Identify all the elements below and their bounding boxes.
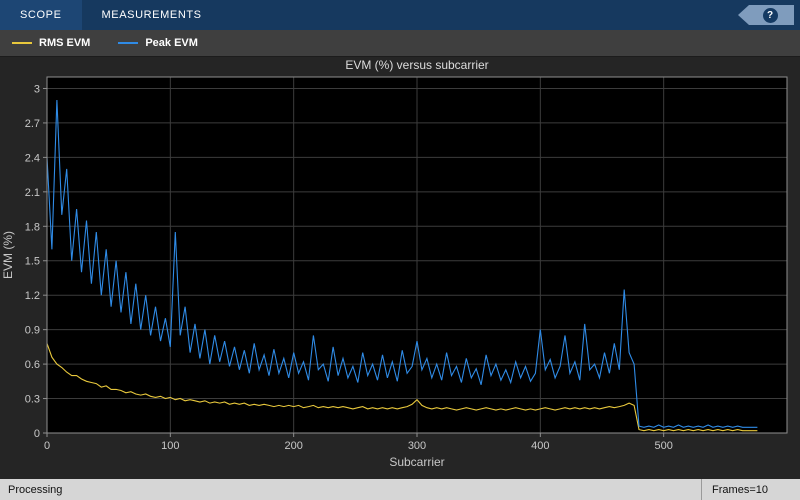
tab-measurements[interactable]: MEASUREMENTS [82,0,222,30]
y-axis-label: EVM (%) [1,231,15,279]
y-tick-label: 0 [34,428,40,440]
help-icon: ? [762,7,778,23]
legend: RMS EVM Peak EVM [0,30,800,57]
y-tick-label: 2.7 [25,118,40,130]
y-tick-label: 3 [34,83,40,95]
toolbar-spacer [222,0,738,30]
y-tick-label: 0.6 [25,359,40,371]
chart-svg[interactable]: 0 100 200 300 400 500 0 0.3 0.6 0.9 1.2 1.5 1.8 2.1 2.… [0,57,800,479]
plot-region: 0 100 200 300 400 500 0 0.3 0.6 0.9 1.2 1.5 1.8 2.1 2.… [0,57,800,479]
x-tick-label: 0 [44,440,50,452]
legend-item-label: Peak EVM [145,37,198,49]
x-tick-label: 400 [531,440,549,452]
x-axis-label: Subcarrier [389,455,444,469]
frames-counter: Frames=10 [701,479,768,500]
y-tick-label: 0.9 [25,325,40,337]
peak-evm-line-swatch [118,42,139,44]
status-text: Processing [8,484,63,496]
y-tick-label: 1.2 [25,290,40,302]
y-tick-label: 0.3 [25,394,40,406]
rms-evm-line [46,343,758,432]
y-tick-label: 1.8 [25,221,40,233]
toolbar: SCOPE MEASUREMENTS ? [0,0,800,30]
x-tick-label: 300 [408,440,426,452]
legend-item-rms-evm[interactable]: RMS EVM [12,37,90,49]
legend-item-label: RMS EVM [39,37,91,49]
peak-evm-line [46,99,758,428]
legend-item-peak-evm[interactable]: Peak EVM [118,37,198,49]
x-tick-label: 500 [654,440,672,452]
x-tick-label: 200 [284,440,302,452]
rms-evm-line-swatch [12,42,32,44]
x-tick-label: 100 [161,440,179,452]
help-button[interactable]: ? [738,5,794,25]
tab-scope[interactable]: SCOPE [0,0,82,30]
y-tick-label: 2.4 [25,152,40,164]
tab-scope-label: SCOPE [20,9,62,21]
status-bar: Processing Frames=10 [0,479,800,500]
y-tick-label: 1.5 [25,256,40,268]
chart-title: EVM (%) versus subcarrier [345,58,488,72]
tab-measurements-label: MEASUREMENTS [101,9,202,21]
y-tick-label: 2.1 [25,187,40,199]
